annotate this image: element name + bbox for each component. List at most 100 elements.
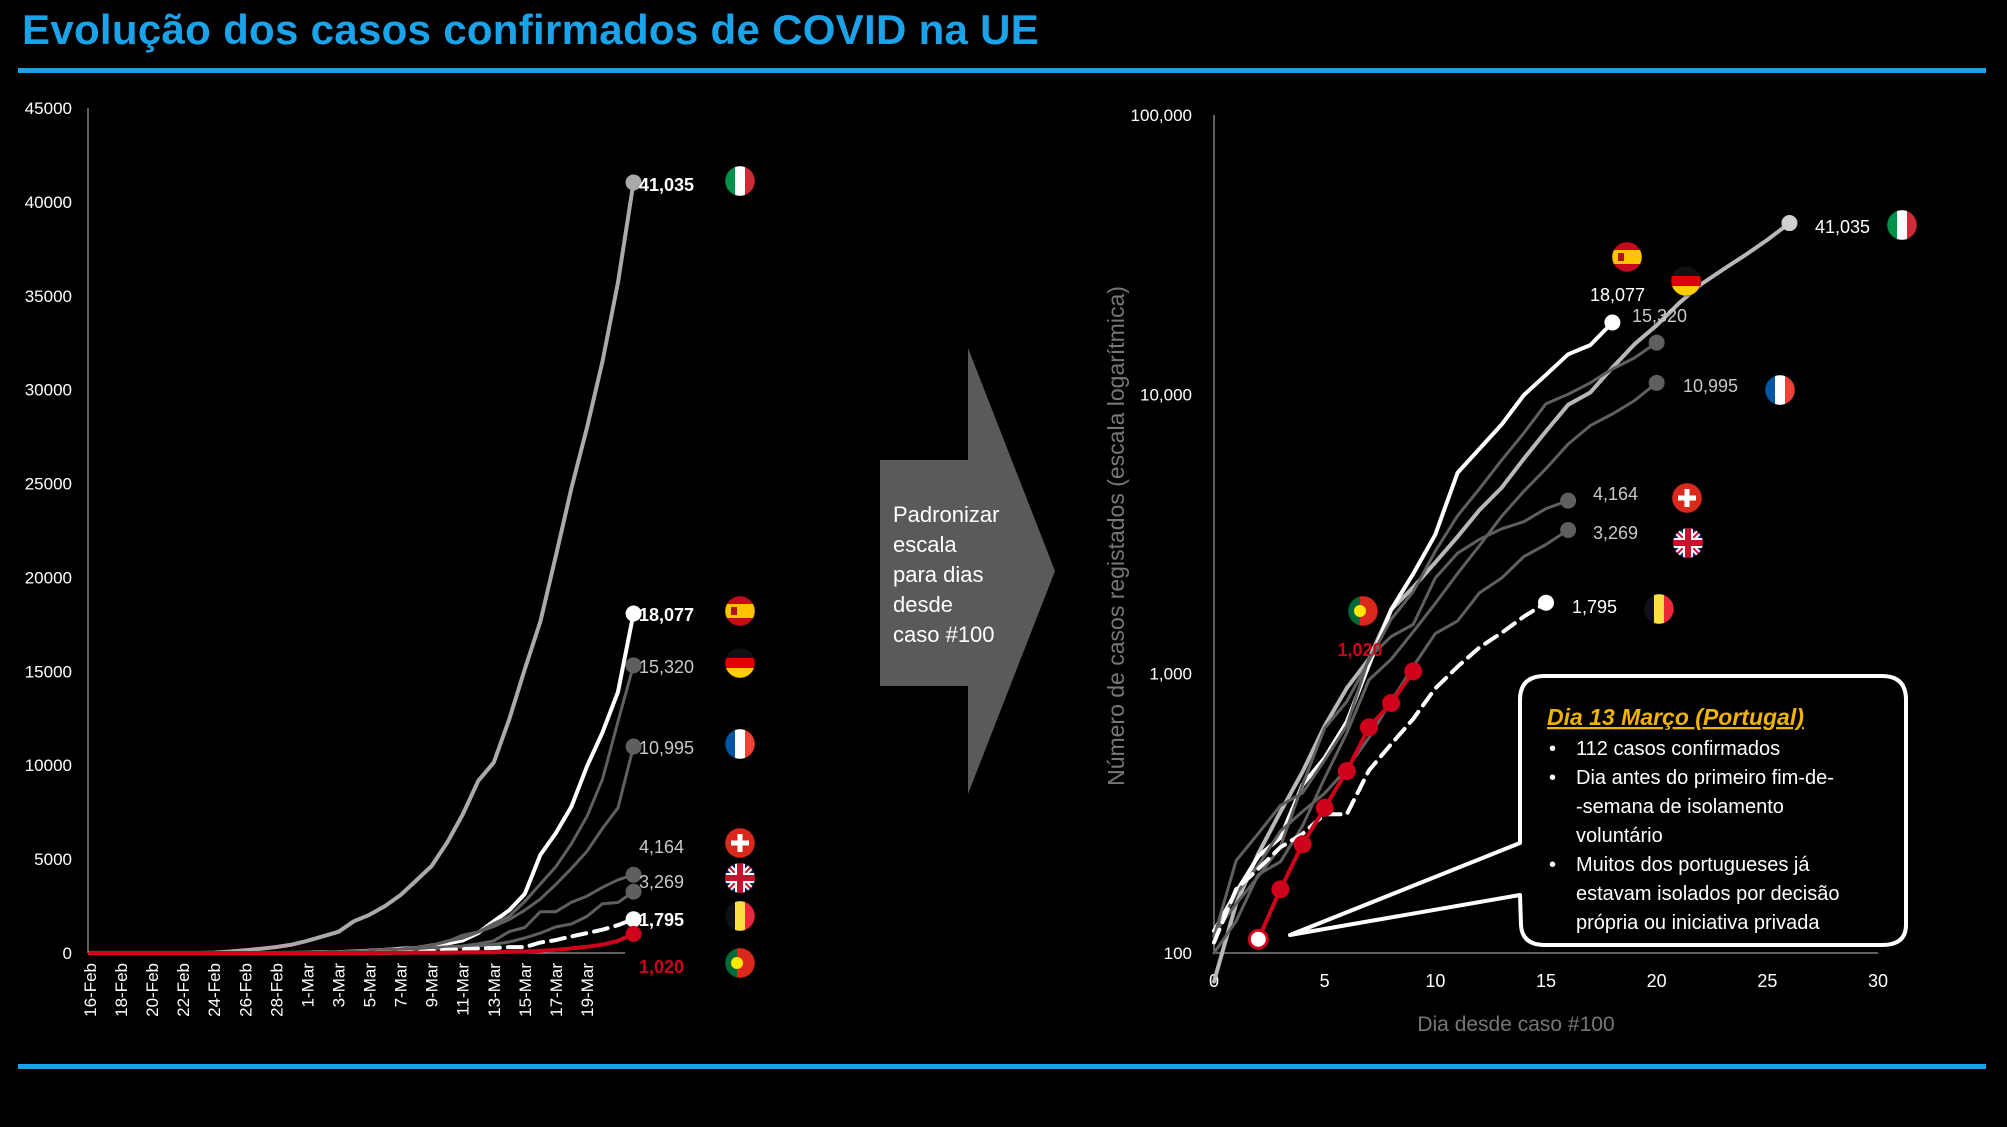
germany-flag-body xyxy=(725,648,755,678)
germany-flag-icon xyxy=(1670,265,1702,297)
callout-bullet-text: estavam isolados por decisão xyxy=(1576,883,1839,905)
portugal-flag-icon xyxy=(1347,595,1379,627)
italy-flag-body xyxy=(725,166,755,196)
france-flag-rim xyxy=(1764,374,1796,406)
series-line-france xyxy=(1212,381,1659,955)
spain-flag-icon xyxy=(724,595,756,627)
series-end-marker xyxy=(625,657,642,674)
portugal-flag-part xyxy=(1360,596,1378,626)
series-end-marker xyxy=(1648,334,1665,351)
page-title: Evolução dos casos confirmados de COVID … xyxy=(22,6,1040,53)
data-label: 3,269 xyxy=(1593,523,1638,543)
italy-flag-rim xyxy=(1886,209,1918,241)
germany-flag-part xyxy=(725,648,755,658)
series-end-marker xyxy=(1538,594,1554,611)
uk-flag-body xyxy=(725,863,755,893)
callout-anchor-point xyxy=(1247,928,1269,950)
spain-flag-body xyxy=(1612,242,1642,272)
x-tick-label: 19-Mar xyxy=(578,963,597,1017)
series-point xyxy=(1337,762,1356,781)
series-end-marker xyxy=(625,605,642,622)
x-tick-label: 7-Mar xyxy=(392,963,411,1008)
portugal-flag-part xyxy=(731,957,743,969)
x-tick-label: 13-Mar xyxy=(485,963,504,1017)
spain-flag-part xyxy=(1612,242,1642,250)
y-tick-label: 40000 xyxy=(25,193,72,212)
spain-flag-part xyxy=(725,596,755,604)
belgium-flag-part xyxy=(1644,594,1654,624)
data-label: 10,995 xyxy=(639,738,694,758)
series-end-marker xyxy=(625,866,642,883)
series-line-belgium xyxy=(1212,600,1548,945)
belgium-flag-part xyxy=(745,901,755,931)
arrow-text-line: Padronizar xyxy=(893,502,1000,527)
data-label: 1,020 xyxy=(1337,640,1382,660)
portugal-flag-icon xyxy=(724,947,756,979)
callout-bullet-text: própria ou iniciativa privada xyxy=(1576,912,1820,934)
spain-flag-icon xyxy=(1611,241,1643,273)
callout-bullet-dot: • xyxy=(1549,738,1556,760)
italy-flag-part xyxy=(725,166,735,196)
data-label: 41,035 xyxy=(1815,217,1870,237)
arrow-text-line: caso #100 xyxy=(893,622,995,647)
italy-flag-part xyxy=(735,166,745,196)
switzerland-flag-part xyxy=(731,840,749,846)
top-divider xyxy=(18,68,1986,73)
portugal-flag-rim xyxy=(724,947,756,979)
x-tick-label: 16-Feb xyxy=(81,963,100,1017)
uk-flag-rim xyxy=(1672,527,1704,559)
belgium-flag-part xyxy=(725,901,735,931)
series-end-marker xyxy=(625,883,642,900)
france-flag-body xyxy=(725,729,755,759)
x-tick-label: 25 xyxy=(1757,971,1777,991)
germany-flag-rim xyxy=(1670,265,1702,297)
germany-flag-part xyxy=(1671,266,1701,276)
series-line-germany xyxy=(88,663,635,955)
uk-flag-icon xyxy=(724,862,756,894)
y-tick-label: 10000 xyxy=(25,756,72,775)
spain-flag-part xyxy=(725,618,755,626)
uk-flag-part xyxy=(737,863,743,893)
y-tick-label: 10,000 xyxy=(1140,385,1192,404)
spain-flag-part xyxy=(1612,264,1642,272)
switzerland-flag-body xyxy=(1672,483,1702,513)
x-tick-label: 9-Mar xyxy=(423,963,442,1008)
series-end-marker xyxy=(1604,314,1621,331)
series-end-marker xyxy=(625,174,642,191)
series-point xyxy=(1382,694,1401,713)
portugal-flag-part xyxy=(737,948,755,978)
spain-flag-part xyxy=(731,607,737,615)
data-label: 1,020 xyxy=(639,957,684,977)
series-end-marker xyxy=(1648,374,1665,391)
callout-bullet-dot: • xyxy=(1549,854,1556,876)
spain-flag-part xyxy=(725,604,755,618)
belgium-flag-body xyxy=(1644,594,1674,624)
series-line-spain xyxy=(1212,320,1615,933)
italy-flag-icon xyxy=(1886,209,1918,241)
france-flag-part xyxy=(725,729,735,759)
france-flag-part xyxy=(745,729,755,759)
data-label: 4,164 xyxy=(639,837,684,857)
germany-flag-part xyxy=(1671,286,1701,296)
spain-flag-part xyxy=(1612,250,1642,264)
france-flag-icon xyxy=(724,728,756,760)
y-tick-label: 100 xyxy=(1164,944,1192,963)
series-line-spain xyxy=(88,611,636,955)
switzerland-flag-icon xyxy=(1671,482,1703,514)
italy-flag-icon xyxy=(724,165,756,197)
spain-flag-body xyxy=(725,596,755,626)
belgium-flag-part xyxy=(1654,594,1664,624)
germany-flag-part xyxy=(725,668,755,678)
data-label: 10,995 xyxy=(1683,376,1738,396)
italy-flag-rim xyxy=(724,165,756,197)
callout-bubble xyxy=(1288,674,1908,947)
portugal-flag-body xyxy=(725,948,755,978)
france-flag-part xyxy=(735,729,745,759)
portugal-flag-rim xyxy=(1347,595,1379,627)
switzerland-flag-rim xyxy=(724,827,756,859)
series-point xyxy=(1293,835,1312,854)
callout-title: Dia 13 Março (Portugal) xyxy=(1547,704,1804,730)
series-end-marker xyxy=(1405,663,1422,680)
data-label: 18,077 xyxy=(1590,285,1645,305)
